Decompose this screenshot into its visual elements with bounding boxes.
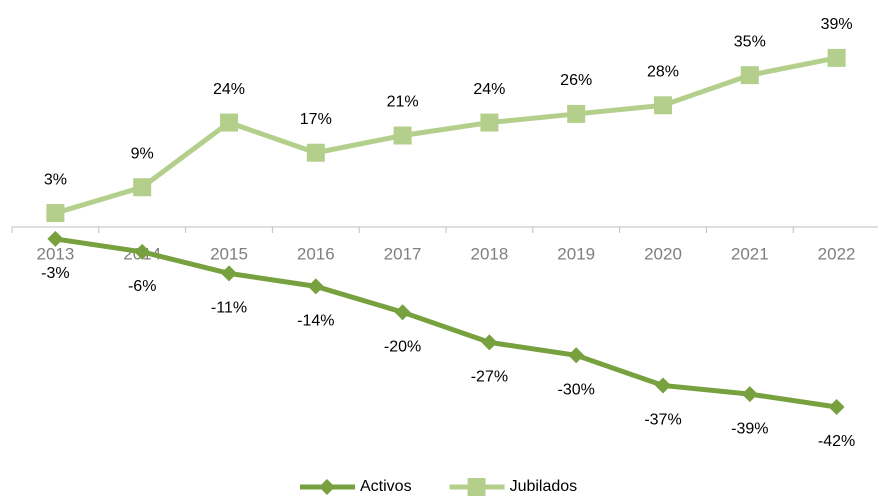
point-marker [827,48,846,67]
data-label: -42% [818,433,855,450]
data-label: 26% [560,72,592,89]
series-line [55,236,837,410]
legend-label: Jubilados [510,478,578,495]
x-tick-label: 2017 [384,244,422,263]
point-marker [46,204,65,223]
point-marker [221,265,237,282]
x-tick-label: 2021 [731,244,769,263]
data-label: -3% [41,265,69,282]
data-label: 24% [213,81,245,98]
legend-label: Activos [360,478,412,495]
point-marker [740,66,759,85]
point-marker [480,113,499,132]
data-label: 24% [473,81,505,98]
data-label: 28% [647,64,679,81]
x-tick-label: 2022 [818,244,856,263]
point-marker [567,104,586,123]
data-label: -39% [731,420,768,437]
point-marker [307,278,324,295]
x-tick-label: 2016 [297,244,335,263]
point-marker [306,143,325,162]
point-marker [828,399,845,416]
data-label: -6% [128,278,156,295]
x-tick-label: 2019 [557,244,595,263]
point-marker [394,304,411,321]
data-label: -20% [384,338,421,355]
data-label: -27% [471,369,508,386]
point-marker [481,334,498,351]
legend-marker [319,479,335,495]
point-marker [393,126,412,145]
data-label: 35% [734,33,766,50]
x-tick-label: 2015 [210,244,248,263]
x-tick-label: 2020 [644,244,682,263]
point-marker [654,96,672,115]
data-label: -37% [644,412,681,429]
data-label: 21% [387,94,419,111]
data-label: 3% [44,171,67,188]
point-marker [134,243,151,260]
data-label: 9% [131,145,154,162]
point-marker [568,347,585,364]
data-label: -11% [211,300,247,317]
data-label: 39% [821,16,853,33]
point-marker [47,230,64,247]
data-label: 17% [300,111,332,128]
x-tick-label: 2018 [470,244,508,263]
series-line [54,55,838,216]
data-label: -14% [297,313,334,330]
point-marker [220,113,238,132]
x-tick-label: 2013 [36,244,74,263]
legend-marker [467,478,486,496]
point-marker [741,386,758,403]
point-marker [655,377,671,394]
point-marker [133,178,152,197]
data-label: -30% [558,382,595,399]
